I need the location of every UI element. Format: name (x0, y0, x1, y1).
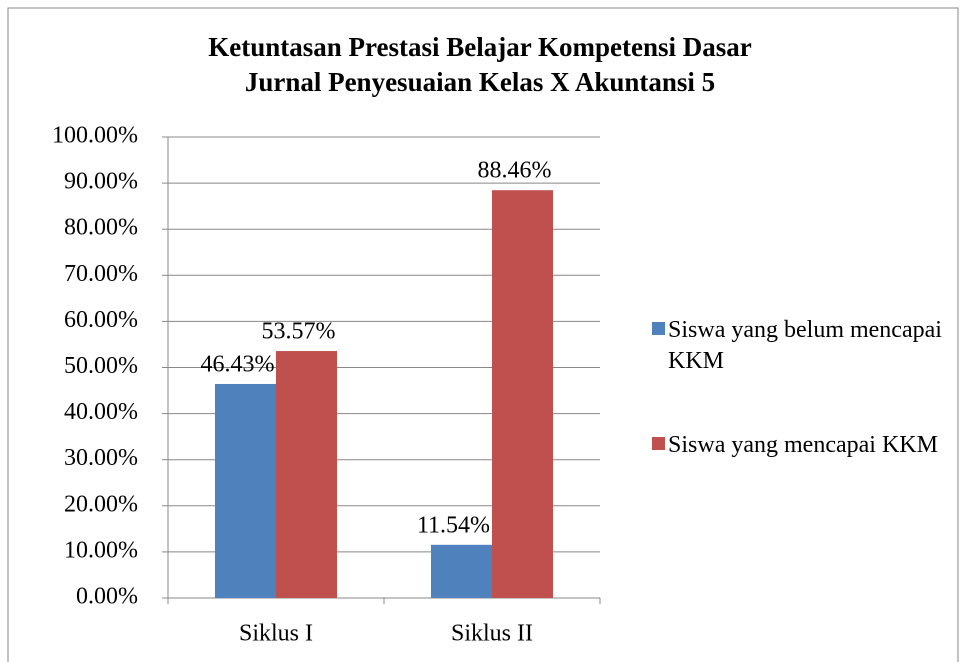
y-tick-label: 100.00% (52, 123, 138, 149)
legend-swatch (652, 322, 665, 335)
y-tick-label: 70.00% (64, 261, 138, 287)
y-tick-label: 20.00% (64, 491, 138, 517)
value-label: 46.43% (201, 351, 275, 377)
y-tick-label: 80.00% (64, 215, 138, 241)
chart-title: Ketuntasan Prestasi Belajar Kompetensi D… (208, 32, 752, 97)
bar (215, 383, 276, 598)
x-tick-label: Siklus I (239, 621, 313, 647)
legend-swatch (652, 437, 665, 450)
y-tick-label: 60.00% (64, 307, 138, 333)
value-label: 11.54% (417, 512, 490, 538)
bar (492, 190, 553, 598)
bar (431, 544, 492, 598)
y-tick-label: 40.00% (64, 399, 138, 425)
bar (276, 351, 337, 598)
y-tick-label: 50.00% (64, 353, 138, 379)
y-tick-label: 30.00% (64, 445, 138, 471)
legend-label: Siswa yang belum mencapai KKM (668, 317, 942, 374)
value-label: 88.46% (478, 158, 552, 184)
y-tick-label: 0.00% (76, 584, 138, 610)
x-tick-label: Siklus II (451, 621, 533, 647)
y-tick-label: 90.00% (64, 169, 138, 195)
value-label: 53.57% (262, 319, 336, 345)
legend-label: Siswa yang mencapai KKM (668, 432, 938, 458)
y-tick-label: 10.00% (64, 537, 138, 563)
chart-border (7, 7, 959, 662)
